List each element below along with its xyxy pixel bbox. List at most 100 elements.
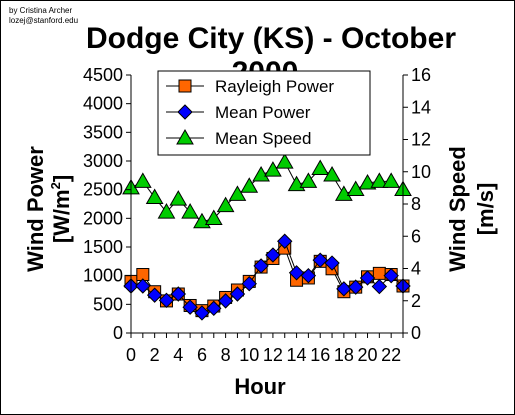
left-tick-label: 0 — [113, 323, 123, 343]
x-tick-label: 18 — [334, 345, 354, 365]
mean-speed-point — [252, 165, 270, 182]
mean-speed-point — [382, 172, 401, 188]
mean-speed-point — [311, 159, 330, 176]
mean-speed-point — [299, 172, 318, 188]
left-tick-label: 500 — [93, 294, 123, 314]
mean-speed-point — [133, 172, 152, 188]
mean-power-point — [217, 293, 234, 309]
right-tick-label: 6 — [411, 226, 421, 246]
mean-speed-point — [181, 203, 199, 219]
axes — [126, 74, 408, 338]
mean-power-point — [206, 300, 222, 317]
mean-power-point — [158, 292, 175, 309]
mean-power-point — [312, 252, 328, 268]
credit-email: lozej@stanford.edu — [9, 16, 78, 25]
x-tick-label: 14 — [287, 345, 307, 365]
left-axis-unit-sup: 2 — [48, 182, 63, 189]
mean-power-point — [265, 247, 281, 263]
mean-power-point — [347, 279, 364, 295]
legend-label-mean-speed: Mean Speed — [215, 129, 311, 148]
mean-power-point — [324, 255, 340, 271]
left-axis-unit-base: [W/m — [49, 189, 74, 243]
tick-labels: 0500100015002000250030003500400045000246… — [83, 65, 431, 365]
left-axis-unit-label: [W/m2] — [48, 175, 74, 243]
mean-power-point — [229, 286, 246, 302]
mean-power-point — [277, 233, 293, 249]
mean-speed-point — [157, 203, 176, 219]
mean-power-point — [300, 267, 317, 284]
mean-power-point — [241, 275, 257, 292]
left-axis-unit: [W/m2] — [48, 175, 74, 243]
series-mean-power — [123, 233, 411, 321]
left-axis-label: Wind Power — [23, 146, 48, 272]
mean-speed-point — [204, 209, 223, 226]
x-axis-label: Hour — [234, 374, 286, 399]
series-layer — [122, 153, 412, 321]
x-tick-label: 12 — [263, 345, 283, 365]
mean-speed-point — [264, 161, 282, 177]
right-axis-unit-label: [m/s] — [473, 183, 498, 236]
legend-marker-mean-power — [177, 104, 193, 120]
x-tick-label: 4 — [173, 345, 183, 365]
mean-speed-point — [275, 153, 294, 169]
left-tick-label: 2000 — [83, 208, 123, 228]
series-mean-speed — [122, 153, 412, 229]
mean-speed-point — [169, 190, 188, 206]
mean-power-point — [135, 278, 151, 294]
legend-label-mean-power: Mean Power — [215, 103, 311, 122]
legend-box — [157, 70, 371, 156]
right-tick-label: 2 — [411, 291, 421, 311]
legend-marker-rayleigh-power — [178, 79, 192, 93]
left-tick-label: 4500 — [83, 65, 123, 85]
right-axis-label: Wind Speed — [445, 146, 470, 272]
mean-speed-point — [335, 185, 353, 201]
right-axis-unit: [m/s] — [473, 183, 498, 236]
left-axis-title: Wind Power — [23, 146, 48, 272]
x-tick-label: 8 — [221, 345, 231, 365]
right-tick-label: 4 — [411, 259, 421, 279]
x-tick-label: 16 — [310, 345, 330, 365]
mean-power-point — [194, 305, 210, 321]
legend-marker-mean-speed — [176, 128, 194, 145]
right-axis-title: Wind Speed — [445, 146, 470, 272]
mean-power-point — [288, 265, 305, 281]
x-tick-label: 10 — [239, 345, 259, 365]
right-tick-label: 0 — [411, 323, 421, 343]
x-tick-label: 6 — [197, 345, 207, 365]
left-tick-label: 3500 — [83, 122, 123, 142]
chart-title-line-1: Dodge City (KS) - October — [86, 22, 456, 55]
mean-speed-point — [370, 172, 389, 188]
rayleigh-power-point — [372, 266, 386, 280]
mean-speed-point — [240, 177, 259, 193]
legend-items: Rayleigh Power Mean Power Mean Speed — [166, 77, 334, 148]
mean-power-point — [336, 281, 352, 297]
mean-speed-point — [216, 196, 235, 213]
left-tick-label: 3000 — [83, 151, 123, 171]
legend: Rayleigh Power Mean Power Mean Speed — [157, 70, 371, 156]
mean-speed-point — [323, 165, 341, 182]
x-tick-label: 20 — [358, 345, 378, 365]
left-tick-label: 2500 — [83, 180, 123, 200]
left-axis-unit-end: ] — [49, 175, 74, 182]
right-tick-label: 14 — [411, 97, 431, 117]
x-tick-label: 2 — [150, 345, 160, 365]
x-tick-label: 22 — [381, 345, 401, 365]
mean-speed-point — [145, 188, 164, 205]
mean-power-point — [170, 286, 187, 302]
mean-power-point — [383, 267, 399, 284]
right-tick-label: 16 — [411, 65, 431, 85]
mean-speed-point — [358, 174, 377, 190]
mean-power-point — [182, 299, 198, 315]
left-tick-label: 1000 — [83, 266, 123, 286]
left-tick-label: 4000 — [83, 94, 123, 114]
right-tick-label: 10 — [411, 162, 431, 182]
mean-speed-point — [228, 185, 247, 201]
mean-power-point — [146, 287, 163, 303]
credit-author: by Cristina Archer — [9, 6, 72, 15]
mean-power-point — [371, 278, 388, 295]
mean-power-point — [253, 258, 269, 274]
right-tick-label: 12 — [411, 130, 431, 150]
right-tick-label: 8 — [411, 194, 421, 214]
